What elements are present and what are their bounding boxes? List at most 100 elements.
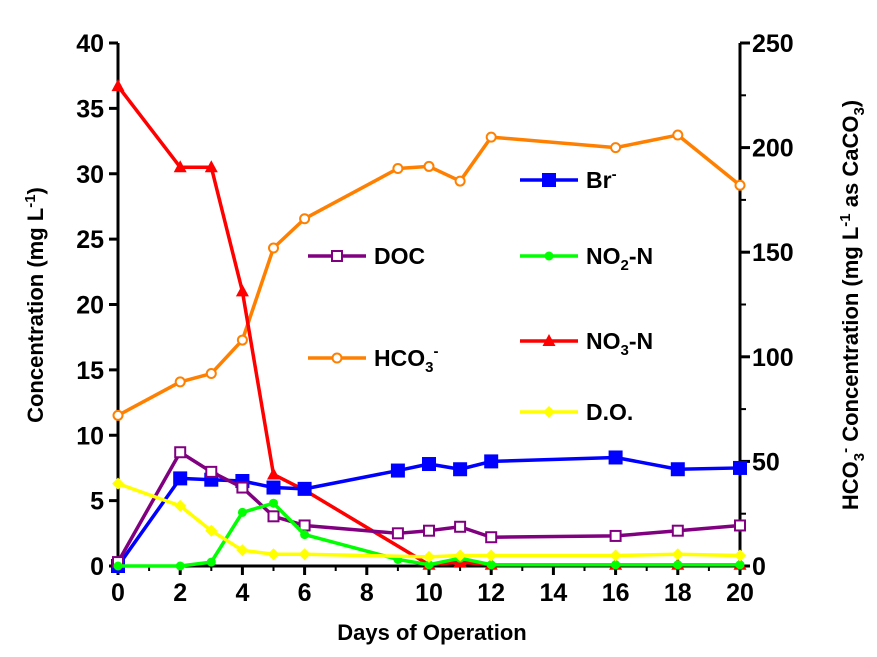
- point-hco3: [610, 142, 622, 154]
- point-do: [112, 477, 124, 490]
- point-no3: [267, 467, 280, 480]
- point-br: [733, 460, 747, 475]
- point-no3: [111, 79, 125, 92]
- point-br: [453, 462, 468, 477]
- x-axis-title: Days of Operation: [337, 620, 526, 645]
- y-left-axis-title: Concentration (mg L-1): [22, 187, 48, 423]
- point-no2: [611, 560, 621, 570]
- point-no2: [735, 560, 745, 570]
- point-do: [298, 548, 311, 561]
- legend-item-do: D.O.: [520, 399, 633, 425]
- series-no3: [111, 79, 747, 570]
- point-hco3: [392, 163, 404, 175]
- point-do: [236, 544, 249, 557]
- point-br: [670, 462, 685, 477]
- legend: HCO3- NO3-N Br- DOC NO2-N D.O.: [308, 166, 653, 425]
- point-doc: [671, 524, 684, 537]
- point-no3: [235, 284, 249, 297]
- point-doc: [485, 531, 498, 544]
- y-left-tick-label: 35: [76, 95, 104, 123]
- point-do: [454, 549, 467, 562]
- point-hco3: [454, 175, 466, 187]
- point-doc: [609, 529, 622, 542]
- point-hco3: [423, 160, 435, 172]
- point-br: [297, 481, 312, 496]
- point-hco3: [734, 179, 746, 191]
- legend-label-hco3: HCO3-: [374, 343, 438, 376]
- legend-marker-hco3: [331, 352, 343, 364]
- point-do: [734, 549, 746, 562]
- point-no2: [206, 557, 216, 567]
- series-layer: [111, 79, 747, 573]
- point-doc: [423, 524, 435, 537]
- y-left-tick-label: 25: [76, 226, 104, 254]
- x-tick-label: 0: [111, 579, 125, 607]
- y-left-tick-label: 40: [76, 30, 104, 58]
- x-tick-label: 8: [360, 579, 374, 607]
- legend-label-do: D.O.: [586, 399, 633, 425]
- x-tick-label: 6: [298, 579, 312, 607]
- series-line-do: [117, 481, 741, 559]
- x-tick-label: 14: [539, 579, 567, 607]
- x-tick-label: 2: [173, 579, 187, 607]
- x-tick-label: 20: [726, 579, 754, 607]
- point-br: [390, 463, 405, 478]
- legend-marker-do: [543, 406, 555, 418]
- point-do: [267, 548, 280, 561]
- point-no3: [173, 160, 187, 173]
- series-hco3: [112, 129, 746, 421]
- y-right-tick-label: 200: [752, 135, 794, 163]
- y-left-tick-label: 20: [76, 292, 104, 320]
- point-do: [609, 549, 622, 562]
- point-no2: [486, 560, 496, 570]
- legend-item-hco3: HCO3-: [308, 343, 438, 376]
- point-do: [485, 549, 498, 562]
- legend-marker-no3: [542, 334, 556, 346]
- x-tick-label: 16: [602, 579, 630, 607]
- point-do: [671, 548, 684, 561]
- y-left-tick-label: 0: [90, 553, 104, 581]
- legend-item-no2: NO2-N: [520, 243, 653, 274]
- y-right-tick-label: 150: [752, 239, 794, 267]
- point-hco3: [174, 376, 186, 388]
- legend-marker-no2: [544, 251, 554, 261]
- y-right-tick-label: 50: [752, 448, 780, 476]
- point-hco3: [299, 213, 311, 225]
- point-do: [205, 524, 218, 537]
- point-br: [484, 454, 499, 469]
- legend-item-no3: NO3-N: [520, 328, 653, 359]
- point-doc: [174, 446, 187, 459]
- y-right-tick-label: 100: [752, 344, 794, 372]
- x-tick-label: 4: [235, 579, 249, 607]
- legend-label-doc: DOC: [374, 243, 425, 269]
- series-line-no3: [116, 85, 740, 567]
- x-tick-label: 12: [477, 579, 505, 607]
- point-do: [423, 550, 435, 563]
- point-doc: [391, 527, 404, 540]
- point-hco3: [268, 242, 279, 254]
- point-no2: [673, 560, 683, 570]
- point-no2: [424, 560, 434, 570]
- legend-marker-doc: [331, 250, 343, 262]
- y-left-tick-label: 15: [76, 357, 104, 385]
- legend-item-doc: DOC: [308, 243, 425, 269]
- series-no2: [113, 498, 745, 571]
- point-no2: [269, 498, 278, 508]
- point-br: [422, 457, 436, 472]
- axes: 0 2 4 6 8 10 12 14 16 18 2005101520253035400501001…: [76, 30, 794, 607]
- point-hco3: [485, 131, 497, 143]
- point-hco3: [236, 334, 248, 346]
- legend-marker-br: [542, 173, 556, 187]
- point-doc: [454, 520, 467, 533]
- point-br: [266, 480, 281, 495]
- y-left-tick-label: 5: [90, 488, 104, 516]
- legend-item-br: Br-: [520, 166, 617, 193]
- point-do: [174, 499, 187, 512]
- point-hco3: [205, 368, 217, 380]
- point-no2: [237, 507, 247, 517]
- point-hco3: [112, 409, 124, 421]
- y-right-tick-label: 0: [752, 553, 766, 581]
- x-tick-label: 10: [415, 579, 443, 607]
- point-doc: [734, 519, 746, 532]
- point-hco3: [672, 129, 684, 141]
